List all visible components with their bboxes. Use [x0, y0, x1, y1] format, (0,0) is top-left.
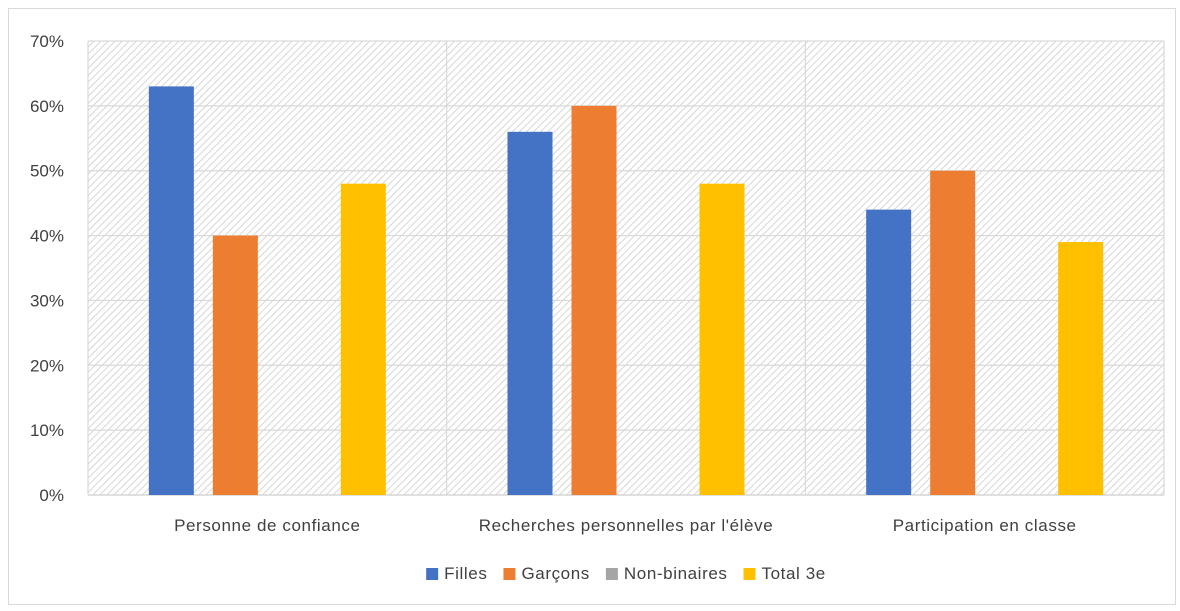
x-category-label: Recherches personnelles par l'élève — [479, 516, 774, 535]
y-tick-label: 40% — [30, 227, 64, 246]
x-category-label: Personne de confiance — [174, 516, 361, 535]
gridlines — [87, 40, 1165, 496]
legend-label: Total 3e — [761, 564, 825, 583]
bar-total-3e-2 — [1058, 242, 1104, 495]
legend-label: Non-binaires — [624, 564, 728, 583]
y-axis: 0% 10% 20% 30% 40% 50% 60% 70% — [30, 32, 64, 505]
bar-gar-ons-2 — [930, 170, 976, 495]
legend-item-non-binaires: Non-binaires — [605, 564, 728, 583]
bar-filles-2 — [866, 209, 912, 495]
plot-area — [88, 41, 1164, 495]
legend-item-total-3e: Total 3e — [743, 564, 825, 583]
legend-swatch — [743, 568, 756, 580]
y-tick-label: 20% — [30, 356, 64, 375]
y-tick-label: 30% — [30, 291, 64, 310]
bar-total-3e-1 — [699, 183, 745, 495]
bar-gar-ons-0 — [212, 235, 258, 496]
bar-gar-ons-1 — [571, 105, 617, 495]
legend-swatch — [605, 568, 618, 580]
y-tick-label: 0% — [39, 486, 64, 505]
legend-label: Filles — [444, 564, 487, 583]
y-tick-label: 70% — [30, 32, 64, 51]
bars — [148, 86, 1104, 496]
y-tick-label: 50% — [30, 162, 64, 181]
y-tick-label: 60% — [30, 97, 64, 116]
legend-item-filles: Filles — [426, 564, 487, 583]
legend: Filles Garçons Non-binaires Total 3e — [426, 564, 825, 583]
x-axis: Personne de confiance Recherches personne… — [174, 516, 1077, 535]
bar-total-3e-0 — [340, 183, 386, 495]
legend-item-gar-ons: Garçons — [503, 564, 589, 583]
legend-label: Garçons — [521, 564, 589, 583]
legend-swatch — [503, 568, 516, 580]
y-tick-label: 10% — [30, 421, 64, 440]
bar-filles-1 — [507, 131, 553, 496]
x-category-label: Participation en classe — [893, 516, 1077, 535]
bar-filles-0 — [148, 86, 194, 496]
legend-swatch — [426, 568, 439, 580]
